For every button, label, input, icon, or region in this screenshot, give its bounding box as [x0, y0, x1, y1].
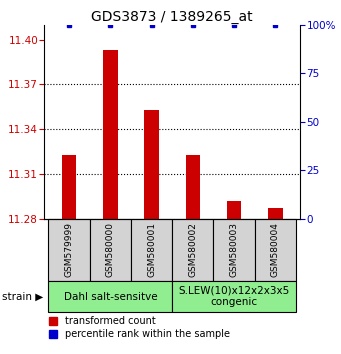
Bar [172, 219, 213, 281]
Bar [172, 281, 296, 312]
Bar [213, 219, 255, 281]
Bar [48, 219, 90, 281]
Bar [186, 155, 200, 219]
Bar [268, 208, 283, 219]
Text: GSM580000: GSM580000 [106, 222, 115, 278]
Bar [90, 219, 131, 281]
Title: GDS3873 / 1389265_at: GDS3873 / 1389265_at [91, 10, 253, 24]
Text: GSM580003: GSM580003 [229, 222, 239, 278]
Text: S.LEW(10)x12x2x3x5
congenic: S.LEW(10)x12x2x3x5 congenic [178, 286, 290, 307]
Bar [103, 50, 118, 219]
Legend: transformed count, percentile rank within the sample: transformed count, percentile rank withi… [49, 316, 230, 339]
Bar [144, 110, 159, 219]
Text: GSM580001: GSM580001 [147, 222, 156, 278]
Text: Dahl salt-sensitve: Dahl salt-sensitve [63, 292, 157, 302]
Text: GSM580002: GSM580002 [188, 222, 197, 277]
Bar [62, 155, 76, 219]
Bar [131, 219, 172, 281]
Text: GSM579999: GSM579999 [64, 222, 74, 278]
Bar [255, 219, 296, 281]
Text: GSM580004: GSM580004 [271, 222, 280, 277]
Text: strain ▶: strain ▶ [2, 292, 43, 302]
Bar [227, 201, 241, 219]
Bar [48, 281, 172, 312]
